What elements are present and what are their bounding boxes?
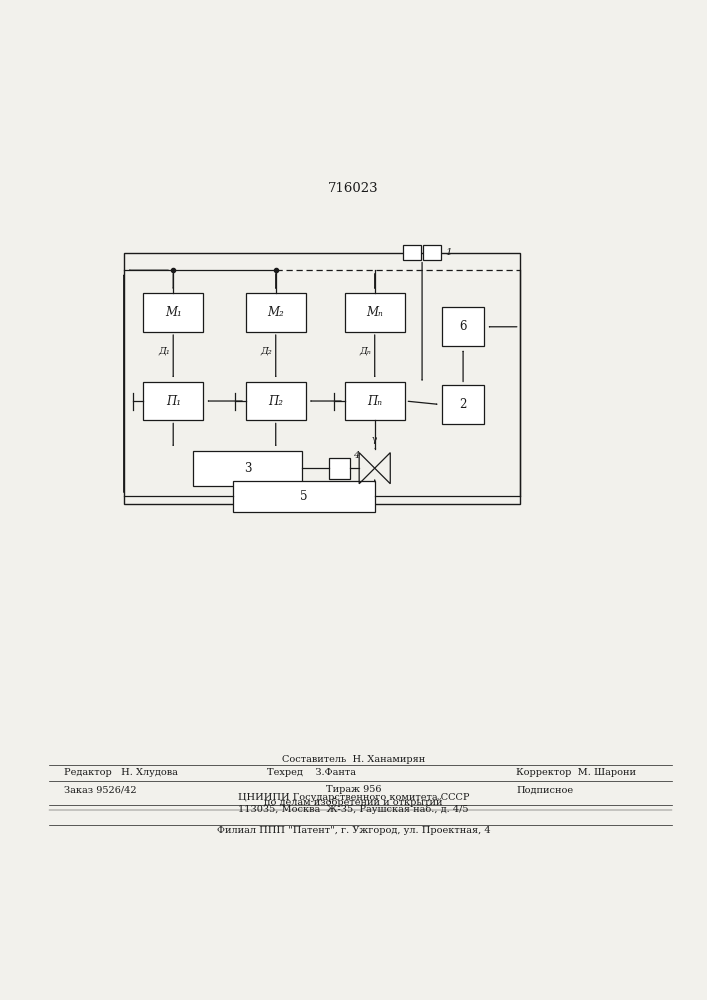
- Text: по делам изобретений и открытий: по делам изобретений и открытий: [264, 798, 443, 807]
- Bar: [403, 245, 421, 260]
- Text: 2: 2: [460, 398, 467, 411]
- Bar: [345, 293, 404, 332]
- Text: Филиал ППП "Патент", г. Ужгород, ул. Проектная, 4: Филиал ППП "Патент", г. Ужгород, ул. Про…: [216, 826, 491, 835]
- Bar: [143, 293, 203, 332]
- Text: 4: 4: [354, 451, 360, 460]
- Text: 113035, Москва  Ж-35, Раушская наб., д. 4/5: 113035, Москва Ж-35, Раушская наб., д. 4…: [238, 804, 469, 814]
- Text: Mₙ: Mₙ: [366, 306, 383, 319]
- Text: 1: 1: [445, 248, 452, 257]
- Text: Редактор   Н. Хлудова: Редактор Н. Хлудова: [64, 768, 177, 777]
- Bar: [345, 382, 404, 420]
- Bar: [143, 382, 203, 420]
- Text: Π₂: Π₂: [268, 395, 284, 408]
- Text: Πₙ: Πₙ: [367, 395, 382, 408]
- Bar: [329, 458, 350, 479]
- Bar: [423, 245, 441, 260]
- Text: Д₂: Д₂: [260, 347, 272, 356]
- Bar: [246, 382, 305, 420]
- Text: M₁: M₁: [165, 306, 182, 319]
- Text: γ: γ: [372, 435, 378, 444]
- Text: M₂: M₂: [267, 306, 284, 319]
- Text: Подписное: Подписное: [516, 785, 573, 794]
- Text: 5: 5: [300, 490, 308, 503]
- Bar: [246, 293, 305, 332]
- Bar: [442, 385, 484, 424]
- Text: Π₁: Π₁: [165, 395, 181, 408]
- Bar: [124, 253, 520, 504]
- Text: Дₙ: Дₙ: [359, 347, 371, 356]
- Text: Корректор  М. Шарони: Корректор М. Шарони: [516, 768, 636, 777]
- Bar: [442, 307, 484, 346]
- Text: 716023: 716023: [328, 182, 379, 195]
- Text: ЦНИИПИ Государственного комитета СССР: ЦНИИПИ Государственного комитета СССР: [238, 793, 469, 802]
- Text: Техред    З.Фанта: Техред З.Фанта: [267, 768, 356, 777]
- Text: Д₁: Д₁: [158, 347, 170, 356]
- Text: Составитель  Н. Ханамирян: Составитель Н. Ханамирян: [282, 755, 425, 764]
- Text: 3: 3: [244, 462, 251, 475]
- Bar: [192, 451, 302, 486]
- Text: Тираж 956: Тираж 956: [326, 785, 381, 794]
- Text: 6: 6: [460, 320, 467, 333]
- Bar: [233, 481, 375, 512]
- Text: Заказ 9526/42: Заказ 9526/42: [64, 785, 136, 794]
